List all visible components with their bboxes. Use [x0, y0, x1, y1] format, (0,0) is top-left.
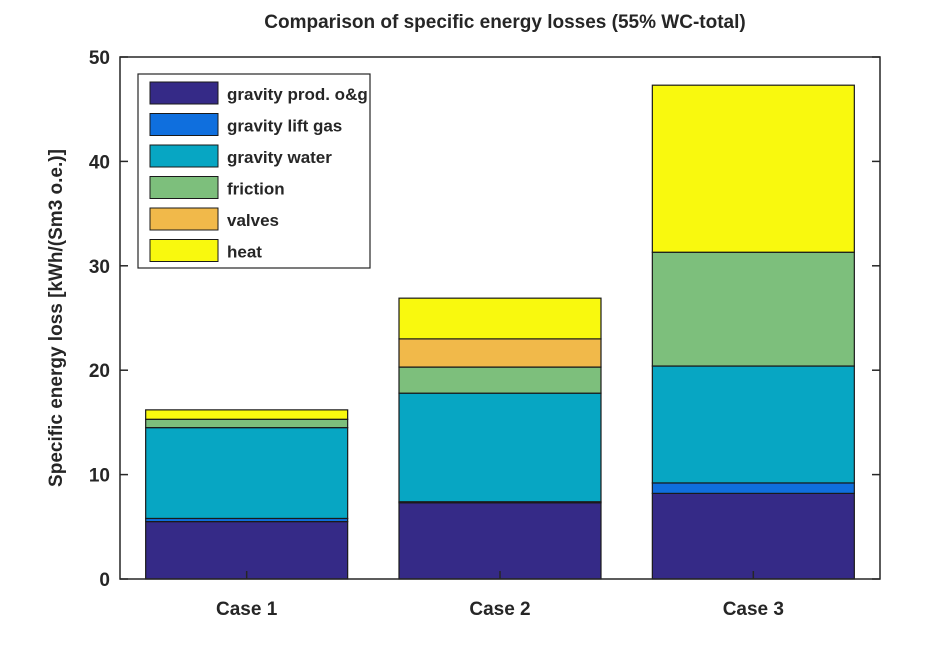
legend-box — [137, 73, 371, 269]
y-tick-label: 50 — [89, 48, 110, 69]
bar-segment-gravity-water-1 — [145, 427, 349, 520]
legend-swatch — [149, 176, 219, 199]
bar-segment-heat-3 — [651, 84, 855, 253]
legend-swatch — [149, 239, 219, 262]
bar-segment-gravity-prod-o-g-3 — [651, 492, 855, 580]
bar-segment-heat-2 — [398, 297, 602, 340]
bar-segment-gravity-prod-o-g-1 — [145, 520, 349, 580]
y-tick-label: 0 — [99, 570, 110, 591]
y-tick-label: 40 — [89, 152, 110, 173]
x-tick-label: Case 3 — [723, 599, 784, 620]
y-tick-label: 10 — [89, 466, 110, 487]
legend-label: heat — [227, 243, 262, 262]
legend-label: gravity lift gas — [227, 117, 342, 136]
legend-swatch — [149, 81, 219, 105]
x-tick-label: Case 2 — [469, 599, 530, 620]
bar-segment-friction-2 — [398, 366, 602, 394]
bar-segment-friction-3 — [651, 251, 855, 367]
legend-swatch — [149, 207, 219, 231]
y-axis-label: Specific energy loss [kWh/(Sm3 o.e.)] — [46, 149, 67, 487]
y-tick-label: 30 — [89, 257, 110, 278]
bar-segment-gravity-prod-o-g-2 — [398, 502, 602, 580]
y-tick-label: 20 — [89, 361, 110, 382]
bar-segment-gravity-water-3 — [651, 365, 855, 484]
legend-swatch — [149, 113, 219, 136]
legend-label: gravity prod. o&g — [227, 85, 368, 104]
legend: gravity prod. o&g gravity lift gas gravity… — [137, 73, 371, 269]
legend-label: valves — [227, 211, 279, 230]
bar-segment-friction-1 — [145, 418, 349, 429]
bar-segment-gravity-lift-gas-3 — [651, 482, 855, 494]
legend-label: friction — [227, 180, 285, 199]
bar-segment-valves-2 — [398, 338, 602, 368]
chart-title: Comparison of specific energy losses (55… — [264, 12, 745, 33]
bar-segment-heat-1 — [145, 409, 349, 420]
bar-segment-gravity-water-2 — [398, 392, 602, 503]
legend-swatch — [149, 144, 219, 168]
x-tick-label: Case 1 — [216, 599, 278, 620]
legend-label: gravity water — [227, 148, 332, 167]
